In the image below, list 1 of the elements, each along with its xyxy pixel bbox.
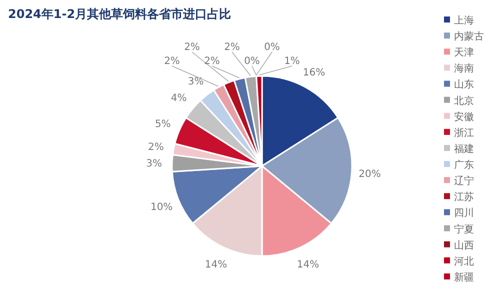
title: 2024年1-2月其他草饲料各省市进口占比 bbox=[8, 7, 232, 21]
